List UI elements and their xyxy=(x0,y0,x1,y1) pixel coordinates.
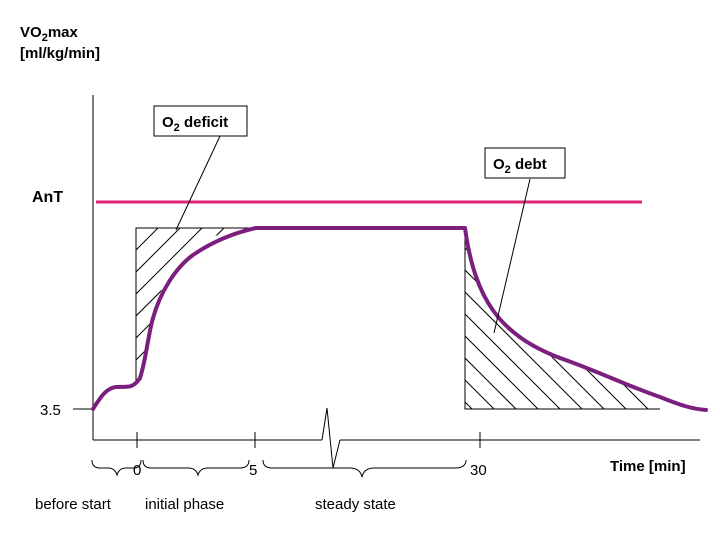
vo2-curve xyxy=(91,226,708,412)
x-axis-title: Time [min] xyxy=(610,458,686,475)
deficit-callout-box xyxy=(153,105,248,137)
x-tick-label-30: 30 xyxy=(470,462,487,479)
x-tick-label-0: 0 xyxy=(133,462,141,479)
phase-label-initial-phase: initial phase xyxy=(145,496,224,513)
y-axis-title: VO2max xyxy=(20,24,78,44)
phase-label-steady-state: steady state xyxy=(315,496,396,513)
debt-callout-box xyxy=(484,147,566,179)
debt-pointer-line xyxy=(493,178,531,334)
baseline-value-label: 3.5 xyxy=(40,402,61,419)
oxygen-debt-outline xyxy=(464,228,660,410)
deficit-pointer-line xyxy=(175,135,221,231)
anaerobic-threshold-label: AnT xyxy=(32,189,63,206)
axis-break-symbol xyxy=(321,407,341,469)
oxygen-deficit-outline xyxy=(135,227,256,385)
x-tick-label-5: 5 xyxy=(249,462,257,479)
y-axis-unit: [ml/kg/min] xyxy=(20,45,100,62)
brace-before-start xyxy=(91,459,142,477)
brace-initial-phase xyxy=(142,459,250,477)
brace-steady-state xyxy=(262,459,467,478)
debt-callout-label: O2 debt xyxy=(493,156,547,176)
phase-label-before-start: before start xyxy=(35,496,112,513)
deficit-callout-label: O2 deficit xyxy=(162,114,228,134)
